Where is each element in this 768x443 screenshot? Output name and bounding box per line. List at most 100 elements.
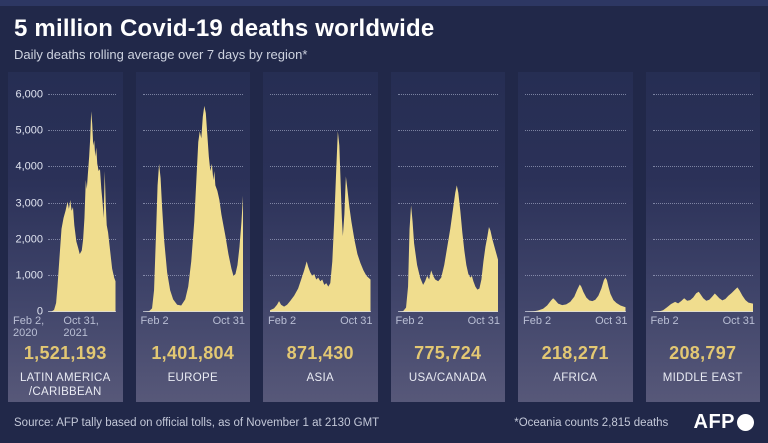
x-axis-labels: Feb 2 Oct 31 bbox=[523, 315, 628, 327]
x-axis-baseline bbox=[397, 311, 498, 312]
region-chart bbox=[263, 72, 378, 312]
header: 5 million Covid-19 deaths worldwide Dail… bbox=[0, 6, 768, 72]
x-axis-end-label: Oct 31 bbox=[467, 315, 500, 327]
x-axis-labels: Feb 2, 2020 Oct 31, 2021 bbox=[13, 315, 118, 339]
gridline bbox=[48, 166, 116, 168]
region-name: AFRICA bbox=[553, 372, 598, 384]
y-axis-tick-label: 4,000 bbox=[15, 160, 43, 173]
gridline bbox=[525, 166, 626, 168]
area-chart-svg bbox=[270, 131, 371, 312]
region-total-deaths: 871,430 bbox=[286, 343, 354, 363]
gridline bbox=[652, 238, 753, 240]
region-total-deaths: 1,401,804 bbox=[151, 343, 235, 363]
region-name: USA/CANADA bbox=[408, 372, 487, 384]
gridline bbox=[48, 94, 116, 95]
gridline bbox=[142, 94, 243, 95]
x-axis-start-label: Feb 2 bbox=[395, 315, 424, 327]
x-axis-end-label: Oct 31 bbox=[212, 315, 245, 327]
gridline bbox=[48, 130, 116, 132]
afp-logo: AFP bbox=[693, 411, 754, 434]
gridline bbox=[270, 94, 371, 95]
gridline bbox=[397, 130, 498, 132]
area-series bbox=[270, 131, 371, 312]
region-panel: Feb 2 Oct 31 208,797 MIDDLE EAST bbox=[645, 72, 761, 402]
gridline bbox=[652, 274, 753, 276]
gridline bbox=[142, 130, 243, 132]
x-axis-start-label: Feb 2 bbox=[650, 315, 679, 327]
afp-logo-circle-icon bbox=[737, 414, 754, 431]
gridline bbox=[142, 166, 243, 168]
gridline bbox=[270, 202, 371, 204]
area-series bbox=[397, 185, 498, 312]
region-chart bbox=[391, 72, 506, 312]
x-axis-baseline bbox=[142, 311, 243, 312]
area-series bbox=[525, 277, 626, 312]
y-axis-tick-label: 2,000 bbox=[15, 233, 43, 246]
gridline bbox=[652, 202, 753, 204]
gridline bbox=[397, 166, 498, 168]
charts-row: 6,000 5,000 4,000 3,000 2,000 1,000 0 Feb 2, 2… bbox=[8, 72, 760, 402]
x-axis-start-label: Feb 2 bbox=[523, 315, 552, 327]
area-series bbox=[48, 111, 116, 312]
y-axis-tick-label: 0 bbox=[36, 305, 43, 318]
x-axis-labels: Feb 2 Oct 31 bbox=[651, 315, 756, 327]
gridline bbox=[397, 94, 498, 95]
gridline bbox=[270, 274, 371, 276]
x-axis-labels: Feb 2 Oct 31 bbox=[396, 315, 501, 327]
gridline bbox=[525, 94, 626, 95]
gridline bbox=[652, 166, 753, 168]
gridline bbox=[48, 238, 116, 240]
source-text: Source: AFP tally based on official toll… bbox=[14, 416, 380, 429]
x-axis-end-label: Oct 31 bbox=[340, 315, 373, 327]
x-axis-start-label: Feb 2 bbox=[140, 315, 169, 327]
x-axis-baseline bbox=[525, 311, 626, 312]
region-panel: Feb 2 Oct 31 1,401,804 EUROPE bbox=[135, 72, 251, 402]
x-axis-labels: Feb 2 Oct 31 bbox=[268, 315, 373, 327]
area-chart-svg bbox=[525, 277, 626, 312]
region-chart bbox=[646, 72, 761, 312]
region-name: ASIA bbox=[306, 372, 334, 384]
x-axis-baseline bbox=[270, 311, 371, 312]
region-total-deaths: 218,271 bbox=[541, 343, 609, 363]
x-axis-start-label: Feb 2 bbox=[268, 315, 297, 327]
region-total-deaths: 775,724 bbox=[414, 343, 482, 363]
x-axis-start-label: Feb 2, 2020 bbox=[13, 315, 45, 339]
gridline bbox=[525, 202, 626, 204]
top-accent-strip bbox=[0, 0, 768, 6]
gridline bbox=[525, 130, 626, 132]
afp-logo-text: AFP bbox=[693, 411, 735, 433]
x-axis-baseline bbox=[48, 311, 116, 312]
gridline bbox=[48, 202, 116, 204]
x-axis-end-label: Oct 31 bbox=[722, 315, 755, 327]
region-chart bbox=[518, 72, 633, 312]
x-axis-end-label: Oct 31 bbox=[595, 315, 628, 327]
area-series bbox=[652, 287, 753, 312]
y-axis-tick-label: 1,000 bbox=[15, 269, 43, 282]
region-name: LATIN AMERICA /CARIBBEAN bbox=[19, 372, 111, 399]
gridline bbox=[525, 274, 626, 276]
oceania-footnote: *Oceania counts 2,815 deaths bbox=[514, 416, 669, 429]
area-chart-svg bbox=[48, 111, 116, 312]
gridline bbox=[397, 238, 498, 240]
gridline bbox=[652, 130, 753, 132]
area-chart-svg bbox=[397, 185, 498, 312]
region-total-deaths: 1,521,193 bbox=[23, 343, 107, 363]
gridline bbox=[270, 238, 371, 240]
area-series bbox=[142, 105, 243, 312]
region-panel: 6,000 5,000 4,000 3,000 2,000 1,000 0 Feb 2, 2… bbox=[8, 72, 123, 402]
x-axis-baseline bbox=[652, 311, 753, 312]
gridline bbox=[525, 238, 626, 240]
y-axis-tick-label: 3,000 bbox=[15, 196, 43, 209]
region-total-deaths: 208,797 bbox=[669, 343, 737, 363]
region-chart: 6,000 5,000 4,000 3,000 2,000 1,000 0 bbox=[8, 72, 123, 317]
area-chart-svg bbox=[142, 105, 243, 312]
region-panel: Feb 2 Oct 31 871,430 ASIA bbox=[263, 72, 378, 402]
y-axis-tick-label: 6,000 bbox=[15, 88, 43, 101]
x-axis-labels: Feb 2 Oct 31 bbox=[141, 315, 246, 327]
page-subtitle: Daily deaths rolling average over 7 days… bbox=[14, 47, 308, 62]
y-axis-tick-label: 5,000 bbox=[15, 124, 43, 137]
region-panel: Feb 2 Oct 31 775,724 USA/CANADA bbox=[390, 72, 506, 402]
region-chart bbox=[136, 72, 251, 312]
footer: Source: AFP tally based on official toll… bbox=[0, 402, 768, 443]
region-name: MIDDLE EAST bbox=[662, 372, 743, 384]
